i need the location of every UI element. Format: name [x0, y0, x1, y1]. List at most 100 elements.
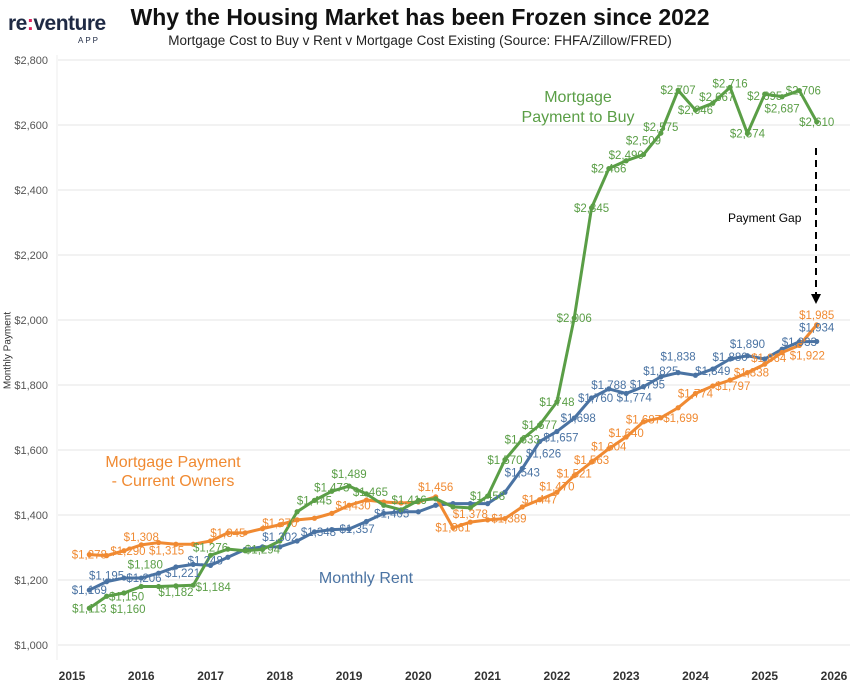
- data-label: $1,489: [331, 469, 366, 481]
- data-point: [519, 504, 525, 510]
- data-point: [762, 91, 768, 97]
- data-label: $2,509: [626, 136, 661, 148]
- data-label: $1,698: [561, 413, 596, 425]
- data-point: [86, 587, 92, 593]
- data-point: [398, 500, 404, 506]
- data-label: $1,880: [712, 352, 747, 364]
- data-label: $1,113: [72, 603, 106, 615]
- data-label: $1,521: [557, 469, 592, 481]
- data-point: [104, 579, 110, 585]
- y-tick-label: $1,000: [14, 640, 48, 652]
- x-tick-label: 2021: [474, 669, 501, 683]
- data-label: $1,169: [72, 585, 107, 597]
- data-label: $1,470: [539, 481, 574, 493]
- data-label: $1,473: [314, 482, 349, 494]
- data-label: $1,543: [505, 468, 540, 480]
- data-point: [588, 459, 595, 465]
- data-point: [363, 497, 370, 503]
- data-point: [225, 554, 231, 560]
- data-point: [121, 590, 127, 596]
- data-point: [536, 438, 543, 445]
- y-tick-label: $1,600: [14, 445, 48, 457]
- data-point: [536, 497, 543, 503]
- y-tick-label: $2,800: [14, 55, 48, 67]
- data-label: $2,574: [730, 128, 766, 140]
- x-tick-label: 2022: [544, 669, 571, 683]
- data-point: [259, 526, 266, 532]
- data-point: [623, 390, 629, 397]
- payment-gap-arrow-head: [811, 294, 821, 304]
- data-point: [571, 415, 577, 421]
- data-label: $1,933: [782, 337, 817, 349]
- data-point: [277, 544, 283, 550]
- y-tick-label: $1,200: [14, 575, 48, 587]
- data-point: [502, 515, 508, 522]
- data-point: [744, 130, 751, 137]
- data-label: $2,695: [747, 91, 782, 103]
- data-point: [536, 422, 543, 428]
- data-point: [433, 496, 439, 502]
- data-point: [606, 165, 612, 172]
- data-label: $1,640: [609, 428, 644, 440]
- data-point: [814, 322, 820, 328]
- data-label: $1,221: [165, 568, 200, 580]
- chart-title: Why the Housing Market has been Frozen s…: [130, 4, 710, 30]
- data-point: [485, 501, 491, 507]
- data-label: $1,447: [522, 495, 557, 507]
- data-point: [433, 502, 439, 508]
- data-label: $1,458: [470, 491, 505, 503]
- data-label: $1,626: [526, 449, 561, 461]
- data-point: [727, 356, 733, 362]
- data-point: [779, 349, 785, 356]
- data-point: [588, 395, 595, 401]
- data-point: [485, 517, 491, 523]
- data-point: [796, 87, 802, 94]
- data-point: [710, 366, 716, 372]
- data-label: $1,405: [374, 508, 409, 520]
- data-label: $2,490: [609, 150, 644, 162]
- data-point: [207, 538, 214, 544]
- data-point: [692, 390, 699, 397]
- data-point: [346, 483, 352, 489]
- data-label: $1,760: [578, 393, 613, 405]
- data-label: $2,716: [712, 78, 747, 90]
- data-label: $1,378: [453, 509, 488, 521]
- data-label: $1,934: [799, 322, 835, 334]
- data-point: [104, 553, 110, 559]
- data-label: $1,308: [124, 532, 159, 544]
- data-point: [554, 489, 560, 495]
- x-tick-label: 2017: [197, 669, 224, 683]
- data-label: $1,922: [790, 350, 825, 362]
- data-label: $1,774: [678, 388, 714, 400]
- data-label: $1,774: [617, 392, 653, 404]
- y-tick-label: $2,000: [14, 315, 48, 327]
- data-point: [554, 399, 560, 405]
- data-point: [640, 419, 647, 425]
- x-tick-label: 2015: [59, 669, 86, 683]
- data-point: [294, 538, 300, 544]
- data-label: $1,182: [158, 587, 193, 599]
- data-point: [86, 605, 92, 611]
- data-label: $1,465: [353, 487, 388, 499]
- data-point: [675, 87, 681, 93]
- data-label: $1,416: [391, 495, 426, 507]
- data-label: $2,687: [764, 104, 799, 116]
- data-point: [225, 530, 231, 536]
- data-point: [450, 504, 456, 510]
- x-tick-label: 2019: [336, 669, 363, 683]
- annotation-payment-gap: Payment Gap: [728, 211, 802, 225]
- data-point: [277, 538, 283, 544]
- data-point: [502, 489, 508, 495]
- data-point: [104, 593, 110, 599]
- data-label: $1,838: [734, 368, 769, 380]
- data-label: $1,345: [210, 528, 245, 540]
- data-point: [190, 541, 196, 547]
- data-label: $1,795: [630, 380, 665, 392]
- x-tick-label: 2016: [128, 669, 155, 683]
- data-label: $1,294: [245, 544, 281, 556]
- data-point: [381, 510, 387, 516]
- data-label: $1,302: [262, 532, 297, 544]
- data-point: [294, 509, 300, 515]
- data-point: [259, 546, 266, 553]
- annotation-owners-line1: Mortgage Payment: [105, 454, 241, 471]
